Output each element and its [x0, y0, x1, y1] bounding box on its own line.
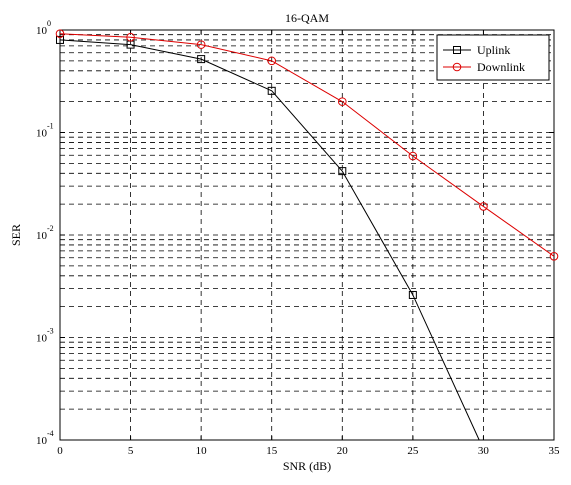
- data-point-square: [338, 167, 347, 176]
- y-tick-exponent: -4: [47, 429, 54, 438]
- data-point-circle: [452, 62, 462, 72]
- chart-title: 16-QAM: [285, 11, 329, 25]
- data-point-square: [267, 86, 276, 95]
- data-point-circle: [196, 40, 206, 49]
- grid: [60, 30, 554, 440]
- data-point-circle: [549, 251, 559, 261]
- y-tick-exponent: 0: [47, 19, 51, 28]
- data-point-square: [56, 35, 64, 44]
- x-axis-label: SNR (dB): [283, 459, 331, 473]
- x-tick-label: 30: [478, 445, 490, 457]
- x-tick-label: 15: [266, 445, 278, 457]
- data-point-circle: [267, 56, 277, 66]
- data-point-square: [197, 55, 206, 64]
- y-tick-label: 10: [36, 333, 48, 345]
- data-point-circle: [126, 32, 135, 42]
- y-tick-label: 10: [36, 25, 48, 37]
- legend-label: Downlink: [477, 60, 525, 74]
- x-tick-label: 0: [57, 445, 63, 457]
- y-tick-label: 10: [36, 435, 48, 447]
- legend-box: [436, 34, 550, 81]
- x-tick-label: 35: [549, 445, 561, 457]
- y-tick-exponent: -2: [47, 224, 54, 233]
- legend-label: Uplink: [477, 43, 510, 57]
- x-tick-label: 20: [337, 445, 349, 457]
- data-point-circle: [408, 151, 418, 161]
- x-tick-label: 25: [407, 445, 419, 457]
- data-point-circle: [337, 97, 347, 106]
- data-point-square: [408, 290, 417, 299]
- data-point-square: [453, 46, 461, 54]
- x-tick-label: 5: [128, 445, 134, 457]
- series-line-downlink: [59, 33, 555, 257]
- series-line-uplink: [59, 39, 480, 441]
- data-point-circle: [479, 202, 488, 211]
- legend: Uplink Downlink: [436, 34, 550, 81]
- y-axis-label: SER: [9, 224, 23, 246]
- y-tick-label: 10: [36, 128, 48, 140]
- series-layer: [55, 29, 559, 441]
- data-point-circle: [55, 29, 65, 39]
- y-tick-label: 10: [36, 230, 48, 242]
- x-tick-label: 10: [196, 445, 208, 457]
- y-tick-exponent: -1: [47, 122, 54, 131]
- y-tick-exponent: -3: [47, 327, 54, 336]
